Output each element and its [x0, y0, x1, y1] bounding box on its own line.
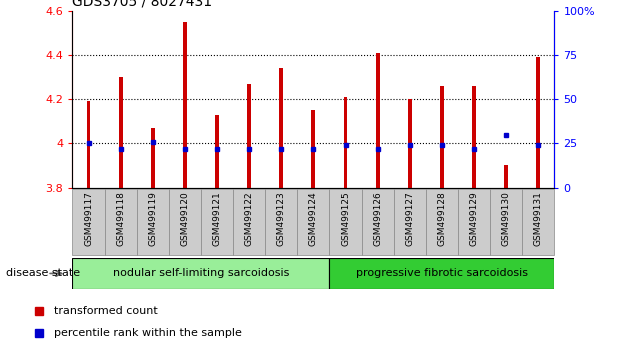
Text: GSM499123: GSM499123: [277, 192, 286, 246]
Text: GDS3705 / 8027431: GDS3705 / 8027431: [72, 0, 212, 8]
FancyBboxPatch shape: [490, 189, 522, 255]
Bar: [536, 57, 541, 188]
Text: nodular self-limiting sarcoidosis: nodular self-limiting sarcoidosis: [113, 268, 289, 279]
FancyBboxPatch shape: [329, 189, 362, 255]
Bar: [343, 97, 348, 188]
Text: GSM499120: GSM499120: [180, 192, 190, 246]
FancyBboxPatch shape: [72, 189, 105, 255]
Text: GSM499119: GSM499119: [148, 192, 158, 246]
Text: transformed count: transformed count: [54, 306, 158, 316]
Text: percentile rank within the sample: percentile rank within the sample: [54, 328, 242, 338]
FancyBboxPatch shape: [362, 189, 394, 255]
Bar: [472, 86, 476, 188]
Bar: [247, 84, 251, 188]
Text: progressive fibrotic sarcoidosis: progressive fibrotic sarcoidosis: [356, 268, 528, 279]
Bar: [504, 165, 508, 188]
Text: disease state: disease state: [6, 268, 81, 279]
Text: GSM499127: GSM499127: [405, 192, 415, 246]
Text: GSM499122: GSM499122: [244, 192, 254, 246]
Bar: [151, 128, 155, 188]
FancyBboxPatch shape: [169, 189, 201, 255]
Text: GSM499117: GSM499117: [84, 192, 93, 246]
FancyBboxPatch shape: [233, 189, 265, 255]
Bar: [279, 68, 284, 188]
FancyBboxPatch shape: [522, 189, 554, 255]
Bar: [375, 53, 380, 188]
Text: GSM499125: GSM499125: [341, 192, 350, 246]
Text: GSM499131: GSM499131: [534, 192, 543, 246]
Bar: [311, 110, 316, 188]
Text: GSM499128: GSM499128: [437, 192, 447, 246]
Text: GSM499121: GSM499121: [212, 192, 222, 246]
FancyBboxPatch shape: [329, 258, 554, 289]
Bar: [440, 86, 444, 188]
Bar: [118, 77, 123, 188]
Text: GSM499130: GSM499130: [501, 192, 511, 246]
FancyBboxPatch shape: [394, 189, 426, 255]
Text: GSM499129: GSM499129: [469, 192, 479, 246]
FancyBboxPatch shape: [265, 189, 297, 255]
FancyBboxPatch shape: [458, 189, 490, 255]
Bar: [183, 22, 187, 188]
FancyBboxPatch shape: [137, 189, 169, 255]
Text: GSM499126: GSM499126: [373, 192, 382, 246]
FancyBboxPatch shape: [297, 189, 329, 255]
FancyBboxPatch shape: [426, 189, 458, 255]
Text: GSM499124: GSM499124: [309, 192, 318, 246]
FancyBboxPatch shape: [105, 189, 137, 255]
Bar: [215, 115, 219, 188]
Bar: [86, 101, 91, 188]
FancyBboxPatch shape: [72, 258, 329, 289]
Text: GSM499118: GSM499118: [116, 192, 125, 246]
Bar: [408, 99, 412, 188]
FancyBboxPatch shape: [201, 189, 233, 255]
